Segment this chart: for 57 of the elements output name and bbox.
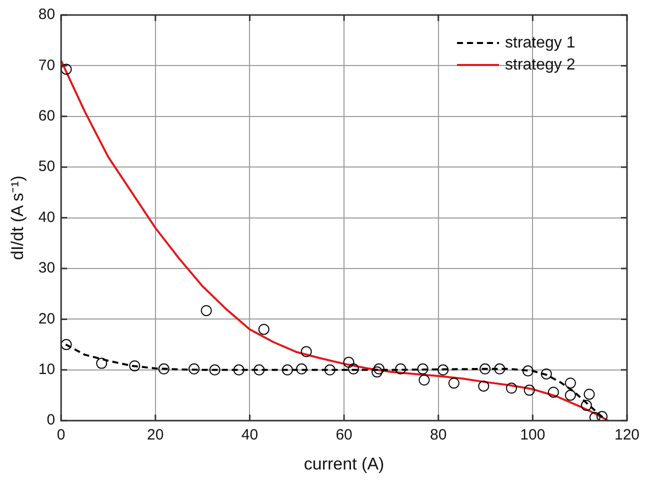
point: [540, 368, 552, 380]
x-tick-label: 100: [520, 426, 546, 444]
x-tick-label: 120: [614, 426, 640, 444]
x-tick-label: 20: [147, 426, 164, 444]
point: [418, 374, 430, 386]
point: [395, 363, 406, 374]
point: [188, 363, 200, 374]
point: [200, 305, 212, 316]
point: [580, 400, 592, 411]
point: [480, 363, 491, 374]
point: [300, 346, 312, 358]
y-tick-label: 80: [38, 6, 56, 24]
point: [61, 339, 72, 350]
y-tick-label: 30: [38, 260, 56, 277]
point: [129, 360, 140, 372]
point: [522, 365, 534, 376]
y-tick-label: 40: [38, 208, 56, 226]
point: [438, 364, 449, 376]
point: [506, 382, 517, 394]
y-tick-label: 10: [38, 361, 56, 378]
point: [494, 363, 506, 374]
point: [61, 64, 72, 75]
x-tick-label: 60: [336, 426, 352, 444]
point: [96, 358, 108, 369]
point: [296, 363, 308, 374]
point: [258, 324, 270, 335]
point: [448, 378, 460, 389]
point: [589, 412, 600, 421]
x-tick-label: 40: [241, 426, 258, 444]
point: [254, 364, 265, 376]
legend-label: strategy 2: [505, 56, 576, 74]
point: [158, 363, 170, 374]
point: [348, 363, 359, 374]
point: [548, 386, 559, 398]
point: [209, 364, 220, 376]
point: [343, 356, 354, 368]
legend-label: strategy 1: [505, 34, 576, 52]
y-tick-label: 0: [46, 412, 56, 429]
y-axis-title: dI/dt (A s⁻¹): [8, 176, 27, 260]
x-axis-title: current (A): [304, 454, 384, 474]
x-tick-label: 80: [430, 426, 447, 444]
point: [564, 390, 576, 401]
point: [324, 364, 336, 376]
point: [417, 363, 428, 374]
point: [596, 411, 608, 421]
y-tick-label: 60: [38, 108, 56, 125]
point: [372, 366, 383, 378]
point: [233, 364, 244, 376]
point: [373, 363, 384, 374]
point: [524, 384, 535, 396]
point: [584, 388, 595, 400]
y-tick-label: 20: [38, 310, 56, 328]
y-tick-label: 50: [38, 158, 56, 176]
y-tick-label: 70: [38, 56, 56, 74]
point: [478, 380, 490, 392]
point: [564, 378, 576, 389]
point: [282, 364, 293, 376]
